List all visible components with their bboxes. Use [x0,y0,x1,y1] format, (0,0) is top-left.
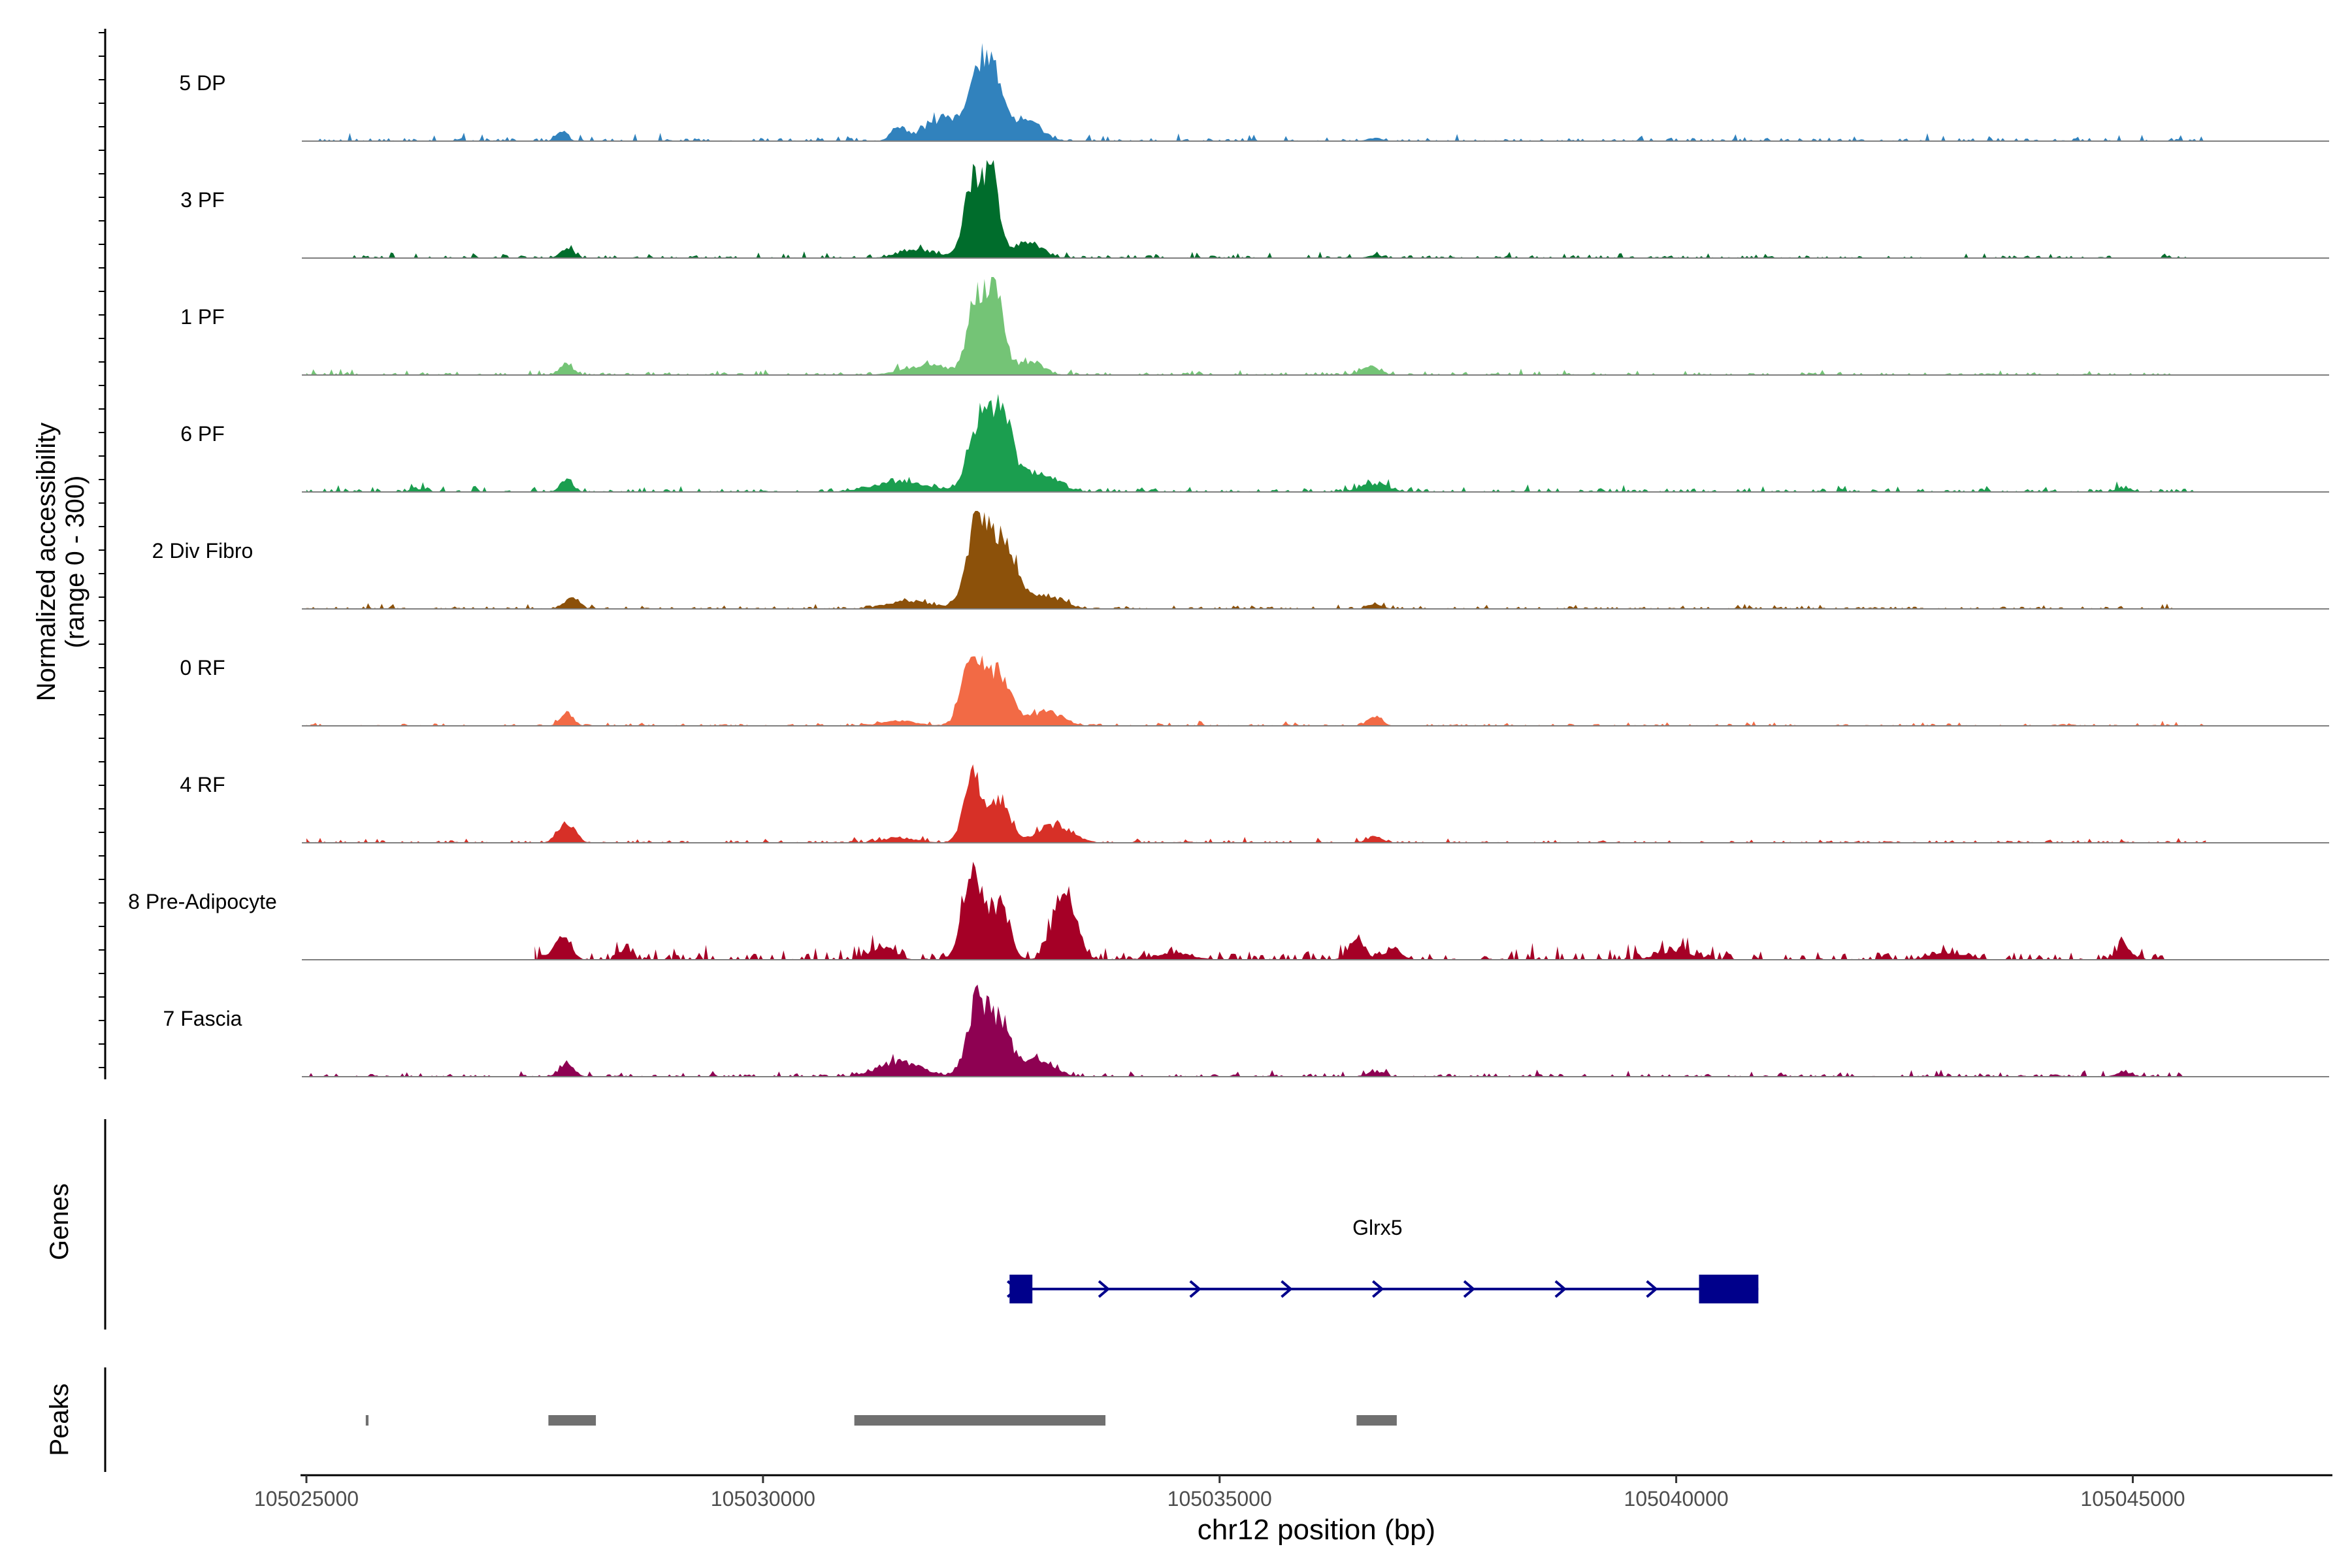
peak-region [548,1415,596,1426]
coverage-area [306,764,2206,843]
strand-arrow [1098,1280,1111,1298]
strand-arrow [1554,1280,1567,1298]
gene-track: Glrx5 [1006,1216,1759,1303]
coverage-area [306,655,2206,726]
track-label: 6 PF [180,422,225,446]
x-tick-label: 105025000 [254,1487,359,1511]
gene-label: Glrx5 [1352,1216,1402,1239]
strand-arrow [1189,1280,1201,1298]
peak-region [854,1415,1106,1426]
peak-region [365,1415,369,1426]
y-axis-title: Normalized accessibility [32,423,61,702]
genes-panel-label: Genes [45,1183,74,1260]
peak-region [1356,1415,1397,1426]
y-axis-subtitle: (range 0 - 300) [61,476,90,649]
strand-arrow [1646,1280,1658,1298]
track-label: 8 Pre-Adipocyte [128,890,277,913]
x-axis-ticks: 105025000 105030000 105035000 105040000 1050… [254,1475,2185,1511]
track-label: 0 RF [180,656,225,679]
gene-exon [1009,1275,1033,1303]
strand-arrow [1463,1280,1476,1298]
track-label: 5 DP [179,71,225,95]
track-label: 4 RF [180,773,225,796]
coverage-area [306,511,2188,609]
peak-track [365,1415,1397,1426]
x-tick-label: 105040000 [1624,1487,1729,1511]
coverage-area [306,277,2179,375]
track-label: 2 Div Fibro [152,539,253,563]
x-axis-title: chr12 position (bp) [1198,1514,1435,1546]
x-tick-label: 105035000 [1168,1487,1272,1511]
peaks-panel-label: Peaks [45,1383,74,1456]
strand-arrow [1372,1280,1384,1298]
strand-arrow [1281,1280,1293,1298]
coverage-area [306,394,2206,492]
x-tick-label: 105045000 [2080,1487,2185,1511]
coverage-tracks: 5 DP 3 PF 1 PF 6 PF 2 Div Fibro 0 RF 4 RF 8 Pre… [128,43,2329,1077]
gene-exon [1699,1275,1759,1303]
y-axis [99,29,106,1079]
coverage-area [306,43,2206,141]
x-tick-label: 105030000 [711,1487,815,1511]
track-label: 3 PF [180,188,225,212]
track-label: 7 Fascia [163,1007,242,1030]
track-label: 1 PF [180,305,225,329]
coverage-area [534,862,2170,960]
coverage-area [351,160,2188,258]
coverage-area [306,985,2188,1077]
